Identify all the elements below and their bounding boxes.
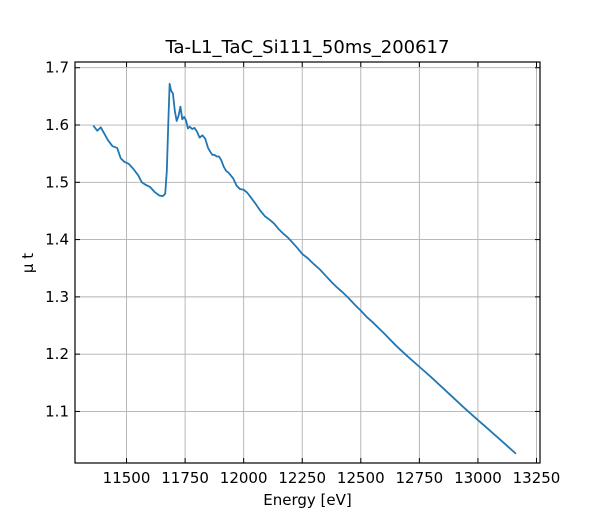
y-tick-label: 1.6 (45, 116, 69, 134)
x-tick-label: 13000 (454, 469, 502, 487)
y-tick-label: 1.2 (45, 345, 69, 363)
y-tick-label: 1.5 (45, 173, 69, 191)
y-tick-label: 1.3 (45, 288, 69, 306)
plot-area (92, 82, 517, 455)
axes-border (74, 61, 541, 464)
x-tick-label: 12750 (395, 469, 443, 487)
x-tick-label: 12500 (337, 469, 385, 487)
x-tick-label: 12000 (220, 469, 268, 487)
y-tick-label: 1.4 (45, 231, 69, 249)
series-line (92, 82, 517, 455)
axes-frame (74, 61, 541, 464)
grid-lines (75, 62, 540, 463)
y-axis-label: μ t (19, 253, 37, 273)
x-tick-label: 13250 (513, 469, 561, 487)
chart-title: Ta-L1_TaC_Si111_50ms_200617 (165, 37, 450, 58)
y-tick-label: 1.7 (45, 59, 69, 77)
x-tick-label: 11750 (161, 469, 209, 487)
tick-marks (75, 62, 540, 463)
y-tick-labels: 1.1 1.2 1.3 1.4 1.5 1.6 1.7 (45, 59, 69, 421)
x-tick-label: 12250 (278, 469, 326, 487)
x-tick-labels: 11500 11750 12000 12250 12500 12750 13000 13250 (103, 469, 561, 487)
x-tick-label: 11500 (103, 469, 151, 487)
x-axis-label: Energy [eV] (263, 491, 351, 509)
y-tick-label: 1.1 (45, 402, 69, 420)
